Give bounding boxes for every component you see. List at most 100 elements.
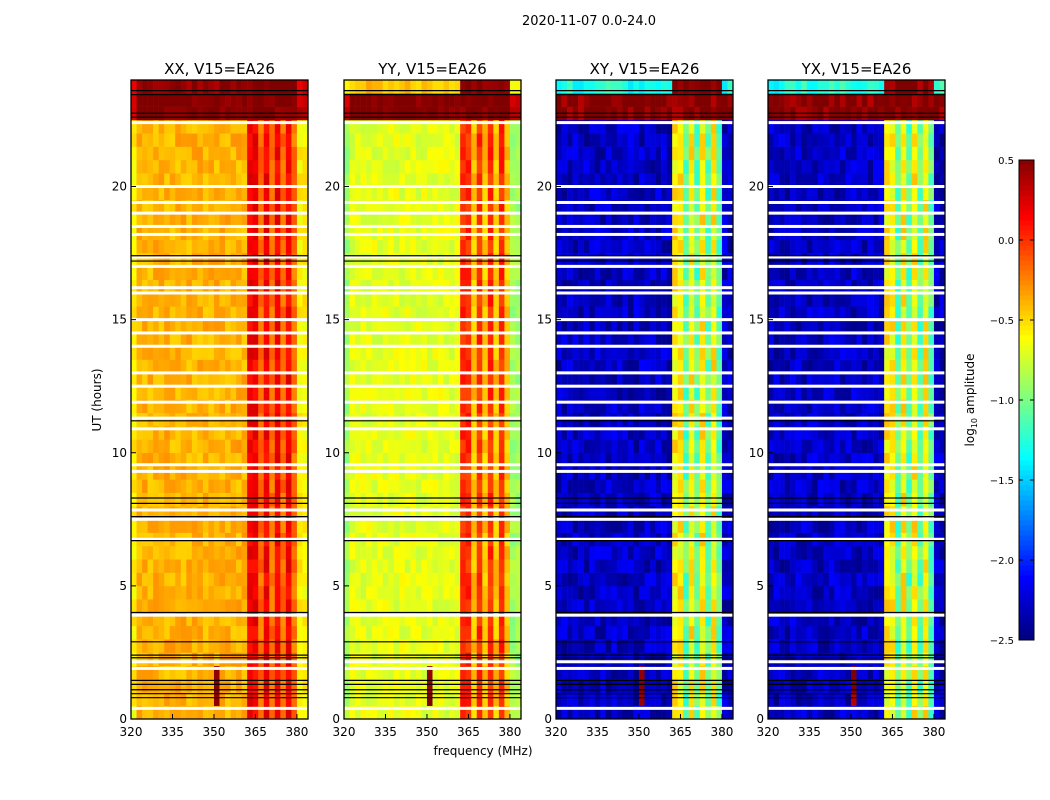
heatmap-cell [296,346,303,360]
heatmap-cell [399,599,406,613]
heatmap-cell [694,253,701,267]
heatmap-cell [600,346,607,360]
heatmap-cell [186,625,193,640]
heatmap-cell [589,625,596,640]
heatmap-cell [291,692,298,706]
heatmap-cell [622,492,629,507]
heatmap-cell [705,266,712,280]
heatmap-cell [583,599,590,613]
heatmap-cell [655,452,662,467]
heatmap-cell [600,452,607,467]
heatmap-cell [197,492,204,507]
heatmap-cell [377,319,384,334]
heatmap-cell [274,439,281,454]
heatmap-cell [230,306,237,320]
heatmap-cell [225,159,231,174]
heatmap-cell [443,625,450,640]
heatmap-cell [399,266,406,280]
heatmap-cell [230,346,237,360]
heatmap-cell [344,572,350,587]
heatmap-cell [296,705,303,720]
heatmap-cell [454,159,461,174]
heatmap-cell [504,625,511,640]
heatmap-cell [280,479,287,493]
heatmap-cell [136,372,143,387]
heatmap-cell [247,506,253,520]
heatmap-cell [493,679,500,693]
heatmap-cell [269,80,276,94]
heatmap-cell [410,306,417,320]
heatmap-cell [616,386,623,400]
heatmap-cell [426,239,433,254]
heatmap-cell [567,80,573,94]
heatmap-cell [263,679,270,693]
heatmap-cell [426,559,433,573]
heatmap-cell [917,652,924,667]
heatmap-cell [504,93,511,107]
y-tick-label: 10 [112,446,127,460]
heatmap-cell [460,492,466,507]
heatmap-cell [721,253,728,267]
heatmap-cell [241,293,248,307]
heatmap-cell [153,239,159,254]
heatmap-cell [410,625,417,640]
heatmap-cell [688,306,695,320]
heatmap-cell [247,386,253,400]
heatmap-cell [191,652,198,667]
heatmap-cell [208,452,215,467]
heatmap-cell [790,692,796,706]
heatmap-cell [773,705,780,720]
heatmap-cell [421,253,428,267]
heatmap-cell [291,506,298,520]
heatmap-cell [230,93,237,107]
heatmap-cell [661,372,667,387]
heatmap-cell [355,346,361,360]
heatmap-cell [694,652,701,667]
heatmap-cell [197,665,204,680]
heatmap-cell [291,159,298,174]
heatmap-cell [213,612,220,627]
heatmap-cell [247,572,253,587]
heatmap-cell [355,80,361,94]
heatmap-cell [443,93,450,107]
heatmap-cell [432,399,439,414]
heatmap-cell [633,439,640,454]
heatmap-cell [862,679,868,693]
heatmap-cell [366,492,372,507]
heatmap-cell [147,679,154,693]
heatmap-cell [556,93,562,107]
heatmap-cell [371,692,378,706]
heatmap-cell [611,639,618,653]
heatmap-cell [349,545,356,560]
heatmap-cell [644,612,651,627]
heatmap-cell [727,80,734,94]
heatmap-cell [197,639,204,653]
heatmap-cell [699,585,706,600]
heatmap-cell [688,80,695,94]
heatmap-cell [661,80,667,94]
heatmap-cell [633,372,640,387]
heatmap-cell [509,199,516,214]
heatmap-cell [710,266,717,280]
heatmap-cell [202,173,209,187]
heatmap-cell [382,146,389,161]
heatmap-cell [213,306,220,320]
heatmap-cell [247,80,253,94]
heatmap-cell [487,186,494,201]
heatmap-cell [611,133,618,147]
heatmap-cell [677,679,684,693]
heatmap-cell [285,386,292,400]
heatmap-cell [471,612,478,627]
heatmap-cell [487,452,494,467]
heatmap-cell [449,612,455,627]
heatmap-cell [399,346,406,360]
heatmap-cell [677,506,684,520]
heatmap-cell [683,159,690,174]
heatmap-cell [366,692,372,706]
heatmap-cell [655,599,662,613]
heatmap-cell [471,559,478,573]
heatmap-cell [169,306,176,320]
heatmap-cell [410,599,417,613]
heatmap-cell [426,492,433,507]
heatmap-cell [655,293,662,307]
